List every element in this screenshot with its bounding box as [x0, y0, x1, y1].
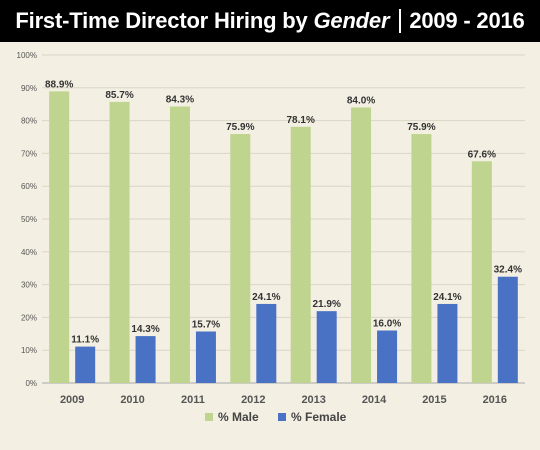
- bar-male: [351, 107, 372, 383]
- legend-swatch: [205, 413, 213, 421]
- y-tick-label: 10%: [21, 346, 37, 355]
- y-tick-label: 90%: [21, 84, 37, 93]
- data-label-male: 85.7%: [105, 90, 133, 101]
- chart-area: 0% 10% 20% 30% 40% 50% 60% 70% 80% 90% 100% 88.9% 11…: [0, 42, 540, 450]
- x-tick-label: 2011: [181, 394, 205, 406]
- y-tick-label: 100%: [17, 51, 37, 60]
- title-divider: [399, 9, 402, 33]
- chart-title: First-Time Director Hiring by Gender 200…: [0, 0, 540, 42]
- bar-female: [75, 346, 96, 383]
- data-label-female: 11.1%: [71, 335, 99, 346]
- bar-male: [169, 106, 190, 383]
- data-label-female: 24.1%: [252, 292, 280, 303]
- bar-female: [195, 331, 216, 383]
- data-label-male: 67.6%: [468, 149, 496, 160]
- x-tick-label: 2010: [120, 394, 144, 406]
- bar-female: [316, 311, 337, 383]
- y-tick-label: 30%: [21, 281, 37, 290]
- data-label-female: 24.1%: [433, 292, 461, 303]
- data-label-male: 75.9%: [407, 122, 435, 133]
- bar-male: [411, 134, 432, 383]
- bar-chart: 0% 10% 20% 30% 40% 50% 60% 70% 80% 90% 100% 88.9% 11…: [17, 51, 525, 424]
- title-main: First-Time Director Hiring by: [15, 8, 308, 33]
- legend-swatch: [278, 413, 286, 421]
- data-label-female: 14.3%: [131, 324, 159, 335]
- y-tick-label: 80%: [21, 117, 37, 126]
- bar-female: [135, 336, 156, 383]
- bar-female: [437, 303, 458, 383]
- bar-male: [230, 134, 251, 383]
- data-label-female: 15.7%: [192, 320, 220, 331]
- bar-male: [109, 101, 130, 384]
- title-years: 2009 - 2016: [409, 8, 525, 33]
- data-label-male: 84.3%: [166, 94, 194, 105]
- y-tick-label: 70%: [21, 149, 37, 158]
- data-label-male: 84.0%: [347, 95, 375, 106]
- x-tick-label: 2013: [301, 394, 325, 406]
- x-tick-label: 2015: [422, 394, 446, 406]
- data-label-female: 32.4%: [494, 265, 522, 276]
- y-tick-label: 40%: [21, 248, 37, 257]
- data-label-female: 21.9%: [313, 299, 341, 310]
- bar-male: [471, 161, 492, 383]
- legend-label-female: % Female: [291, 410, 347, 424]
- bar-female: [377, 330, 398, 383]
- y-tick-label: 50%: [21, 215, 37, 224]
- data-label-male: 78.1%: [287, 115, 315, 126]
- legend-label-male: % Male: [218, 410, 259, 424]
- x-tick-label: 2014: [362, 394, 387, 406]
- title-emphasis: Gender: [313, 8, 390, 33]
- x-tick-label: 2012: [241, 394, 265, 406]
- bar-male: [290, 126, 311, 383]
- bar-female: [497, 276, 518, 383]
- y-tick-label: 60%: [21, 182, 37, 191]
- data-label-female: 16.0%: [373, 319, 401, 330]
- x-tick-label: 2016: [483, 394, 507, 406]
- y-tick-label: 0%: [25, 379, 37, 388]
- data-label-male: 88.9%: [45, 79, 73, 90]
- y-tick-label: 20%: [21, 313, 37, 322]
- bar-male: [49, 91, 70, 383]
- bar-female: [256, 303, 277, 383]
- data-label-male: 75.9%: [226, 122, 254, 133]
- x-tick-label: 2009: [60, 394, 84, 406]
